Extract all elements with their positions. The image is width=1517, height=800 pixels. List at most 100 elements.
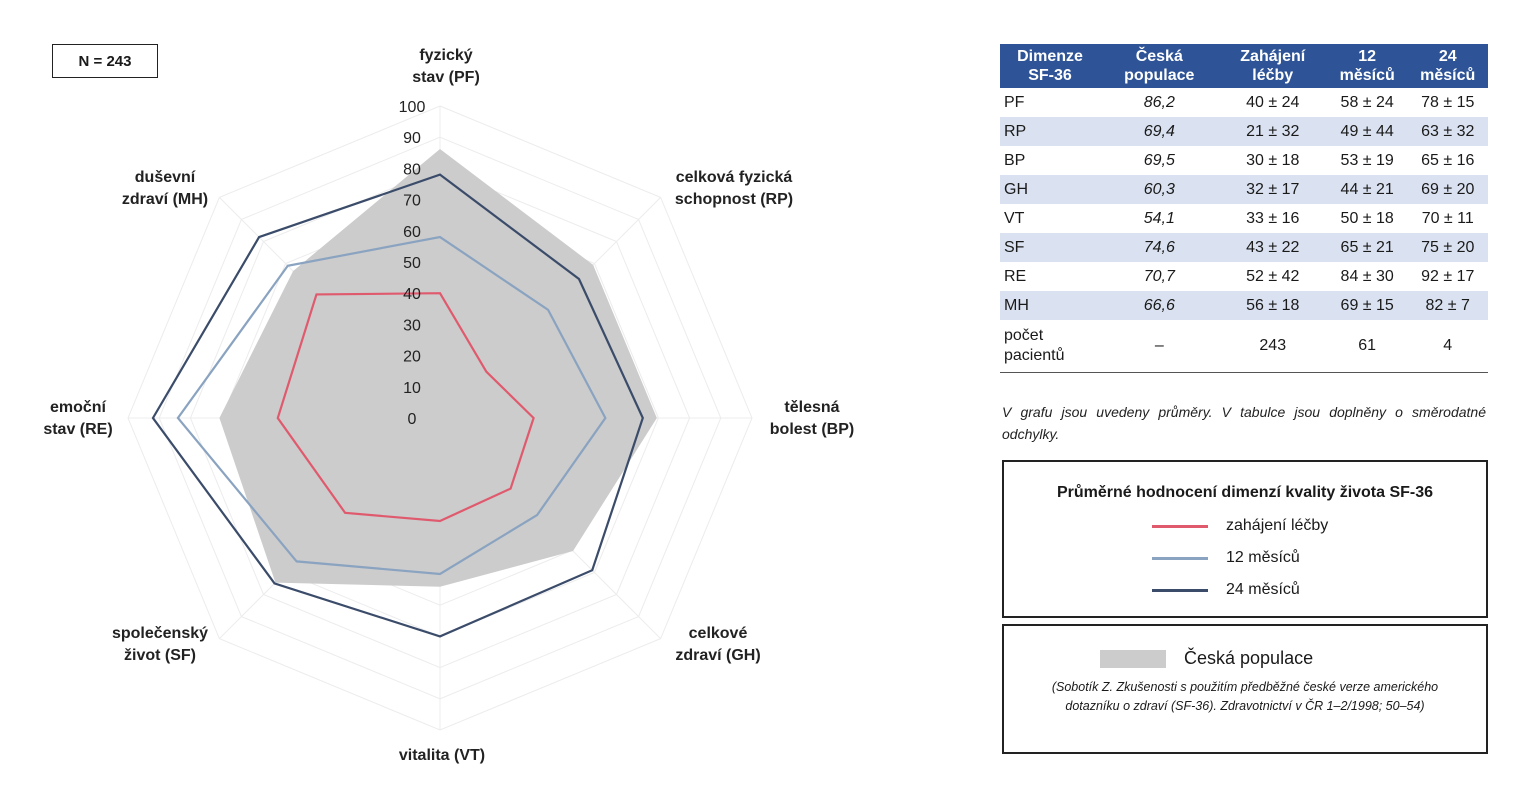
table-header-cell: 24 měsíců (1407, 44, 1488, 88)
table-cell: 69 ± 20 (1407, 175, 1488, 204)
table-header-cell: 12 měsíců (1326, 44, 1408, 88)
table-cell: 65 ± 16 (1421, 151, 1475, 169)
table-cell: 43 ± 22 (1218, 233, 1327, 262)
table-header-cell: Zahájení léčby (1218, 44, 1327, 88)
table-row: GH 60,3 32 ± 17 44 ± 21 69 ± 20 (1000, 175, 1488, 204)
legend-swatch (1152, 556, 1208, 560)
table-header-row: Dimenze SF-36 Česká populace Zahájení léčb… (1000, 44, 1488, 88)
population-citation: (Sobotík Z. Zkušenosti s použitím předbě… (1051, 680, 1439, 713)
table-cell: 78 ± 15 (1421, 93, 1475, 111)
legend-entry: 24 měsíců (1152, 578, 1300, 602)
radar-chart: 0 10 20 30 40 50 60 70 80 90 100 fyzický stav (PF) ce… (43, 47, 854, 764)
table-cell: 33 ± 16 (1246, 209, 1300, 227)
series-line-1 (176, 235, 607, 576)
table-row: SF 74,6 43 ± 22 65 ± 21 75 ± 20 (1000, 233, 1488, 262)
table-row: BP 69,5 30 ± 18 53 ± 19 65 ± 16 (1000, 146, 1488, 175)
axis-label-BP: bolest (BP) (770, 421, 854, 438)
axis-label-SF: život (SF) (124, 647, 196, 664)
tick-label-50: 50 (403, 255, 421, 272)
legend-swatch (1152, 588, 1208, 592)
table-cell: 53 ± 19 (1340, 151, 1394, 169)
table-dimension-cell: BP (1004, 151, 1026, 169)
tick-label-80: 80 (403, 161, 421, 178)
table-dimension-cell: VT (1004, 209, 1025, 227)
sample-size-label: N = 243 (52, 44, 158, 78)
table-cell: 54,1 (1143, 209, 1175, 227)
axis-label-PF: fyzický (419, 47, 472, 64)
axis-label-GH: zdraví (GH) (675, 647, 760, 664)
table-cell: 52 ± 42 (1246, 267, 1300, 285)
table-cell: 243 (1218, 320, 1327, 373)
table-row: RE 70,7 52 ± 42 84 ± 30 92 ± 17 (1000, 262, 1488, 291)
table-cell: 82 ± 7 (1407, 291, 1488, 320)
table-row: RP 69,4 21 ± 32 49 ± 44 63 ± 32 (1000, 117, 1488, 146)
table-dimension-cell: RP (1000, 117, 1100, 146)
legend-swatch (1152, 524, 1208, 528)
tick-label-30: 30 (403, 317, 421, 334)
table-dimension-cell: PF (1004, 93, 1025, 111)
table-row: VT 54,1 33 ± 16 50 ± 18 70 ± 11 (1000, 204, 1488, 233)
table-cell: 60,3 (1100, 175, 1219, 204)
chart-legend: Průměrné hodnocení dimenzí kvality život… (1002, 460, 1488, 618)
tick-label-90: 90 (403, 130, 421, 147)
population-swatch (1100, 649, 1166, 668)
series-line-0 (276, 292, 535, 523)
table-cell: 40 ± 24 (1246, 93, 1300, 111)
legend-entry: zahájení léčby (1152, 514, 1328, 538)
axis-label-SF: společenský (112, 625, 208, 642)
axis-label-MH: duševní (135, 169, 196, 186)
table-cell: 50 ± 18 (1340, 209, 1394, 227)
population-legend: Česká populace (Sobotík Z. Zkušenosti s … (1002, 624, 1488, 754)
population-legend-label: Česká populace (1184, 648, 1314, 668)
table-cell: 66,6 (1100, 291, 1219, 320)
axis-label-MH: zdraví (MH) (122, 191, 208, 208)
table-cell: 86,2 (1143, 93, 1175, 111)
legend-entry: 12 měsíců (1152, 546, 1300, 570)
legend-label: zahájení léčby (1226, 517, 1329, 534)
table-cell: 4 (1407, 320, 1488, 373)
axis-label-BP: tělesná (784, 399, 839, 416)
table-dimension-cell: počet pacientů (1000, 320, 1100, 373)
population-legend-entry: Česká populace (1100, 648, 1313, 669)
table-cell: 92 ± 17 (1421, 267, 1475, 285)
table-cell: 69,4 (1100, 117, 1219, 146)
series-line-2 (151, 173, 644, 638)
table-cell: 65 ± 21 (1326, 233, 1408, 262)
axis-label-VT: vitalita (VT) (399, 747, 485, 764)
table-row: MH 66,6 56 ± 18 69 ± 15 82 ± 7 (1000, 291, 1488, 320)
table-cell: 49 ± 44 (1326, 117, 1408, 146)
table-cell: 58 ± 24 (1340, 93, 1394, 111)
table-cell: 21 ± 32 (1218, 117, 1327, 146)
axis-label-RE: stav (RE) (43, 421, 112, 438)
table-cell: 32 ± 17 (1218, 175, 1327, 204)
axis-label-RE: emoční (50, 399, 107, 416)
legend-title: Průměrné hodnocení dimenzí kvality život… (1056, 484, 1434, 501)
table-dimension-cell: GH (1000, 175, 1100, 204)
tick-label-40: 40 (403, 286, 421, 303)
table-cell: 75 ± 20 (1407, 233, 1488, 262)
table-cell: 56 ± 18 (1218, 291, 1327, 320)
tick-label-20: 20 (403, 349, 421, 366)
table-cell: 44 ± 21 (1326, 175, 1408, 204)
axis-label-RP: celková fyzická (676, 169, 793, 186)
table-cell: 70 ± 11 (1421, 209, 1474, 227)
table-cell: 63 ± 32 (1407, 117, 1488, 146)
table-cell: 70,7 (1143, 267, 1175, 285)
table-cell: 69,5 (1143, 151, 1175, 169)
table-cell: 30 ± 18 (1246, 151, 1300, 169)
table-cell: 61 (1326, 320, 1408, 373)
table-cell: – (1100, 320, 1219, 373)
axis-label-RP: schopnost (RP) (675, 191, 793, 208)
legend-label: 12 měsíců (1226, 549, 1300, 566)
table-cell: 74,6 (1100, 233, 1219, 262)
table-cell: 84 ± 30 (1340, 267, 1394, 285)
table-header-cell: Dimenze SF-36 (1000, 44, 1100, 88)
table-dimension-cell: MH (1000, 291, 1100, 320)
tick-label-70: 70 (403, 193, 421, 210)
tick-label-0: 0 (408, 411, 417, 428)
legend-label: 24 měsíců (1226, 581, 1300, 598)
axis-label-GH: celkové (689, 625, 748, 642)
table-header-cell: Česká populace (1100, 44, 1219, 88)
axis-label-PF: stav (PF) (412, 69, 480, 86)
table-dimension-cell: SF (1000, 233, 1100, 262)
